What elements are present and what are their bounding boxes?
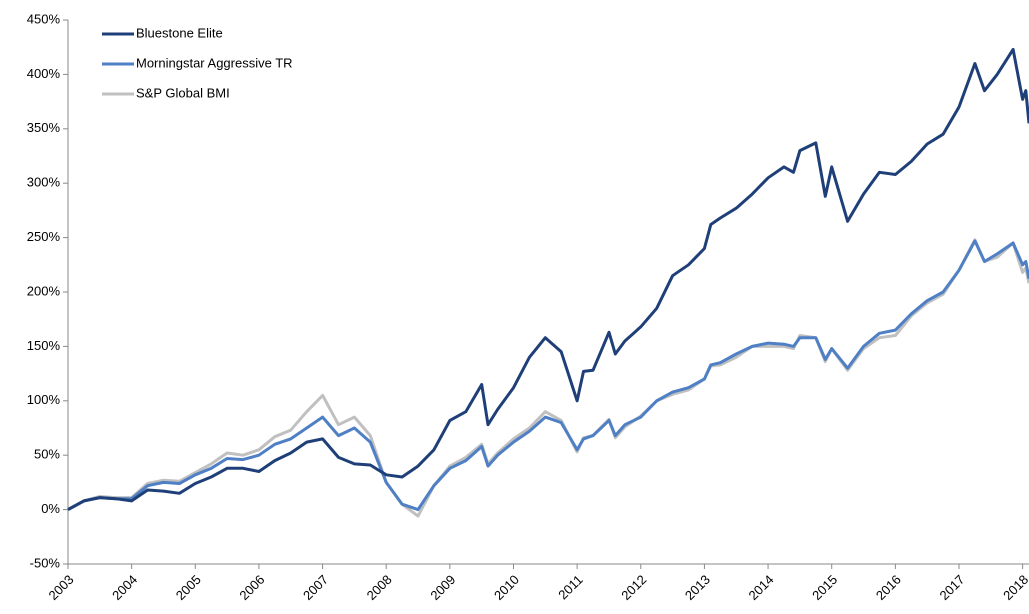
series-line	[67, 47, 1029, 511]
x-tick-label: 2016	[873, 572, 904, 603]
legend-label: S&P Global BMI	[136, 85, 230, 100]
x-tick-label: 2015	[809, 572, 840, 603]
x-tick-label: 2009	[427, 572, 458, 603]
y-tick-label: 450%	[27, 11, 61, 26]
y-tick-label: 50%	[34, 447, 60, 462]
x-tick-label: 2018	[1000, 572, 1029, 603]
legend-label: Morningstar Aggressive TR	[136, 55, 293, 70]
x-tick-label: 2013	[682, 572, 713, 603]
x-tick-label: 2004	[109, 572, 140, 603]
x-tick-label: 2007	[300, 572, 331, 603]
y-tick-label: 100%	[27, 392, 61, 407]
series-line	[67, 239, 1029, 512]
y-tick-label: 300%	[27, 175, 61, 190]
x-tick-label: 2008	[364, 572, 395, 603]
x-tick-label: 2011	[555, 572, 585, 602]
y-tick-label: -50%	[30, 555, 61, 570]
series-line	[67, 238, 1029, 518]
x-tick-label: 2006	[236, 572, 267, 603]
legend-label: Bluestone Elite	[136, 25, 223, 40]
y-tick-label: 150%	[27, 338, 61, 353]
x-tick-label: 2012	[618, 572, 649, 603]
x-tick-label: 2005	[173, 572, 204, 603]
y-tick-label: 250%	[27, 229, 61, 244]
x-tick-label: 2017	[936, 572, 967, 603]
y-tick-label: 0%	[41, 501, 60, 516]
x-tick-label: 2010	[491, 572, 522, 603]
y-tick-label: 400%	[27, 66, 61, 81]
y-tick-label: 200%	[27, 283, 61, 298]
x-tick-label: 2014	[746, 572, 777, 603]
y-tick-label: 350%	[27, 120, 61, 135]
x-tick-label: 2003	[45, 572, 76, 603]
